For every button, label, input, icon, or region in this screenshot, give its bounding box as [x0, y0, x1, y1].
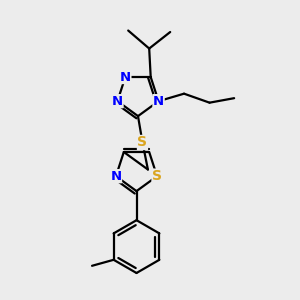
- Text: N: N: [110, 170, 122, 183]
- Text: N: N: [120, 70, 131, 83]
- Text: S: S: [152, 169, 162, 183]
- Text: N: N: [153, 95, 164, 108]
- Text: N: N: [112, 95, 123, 108]
- Text: S: S: [137, 136, 148, 149]
